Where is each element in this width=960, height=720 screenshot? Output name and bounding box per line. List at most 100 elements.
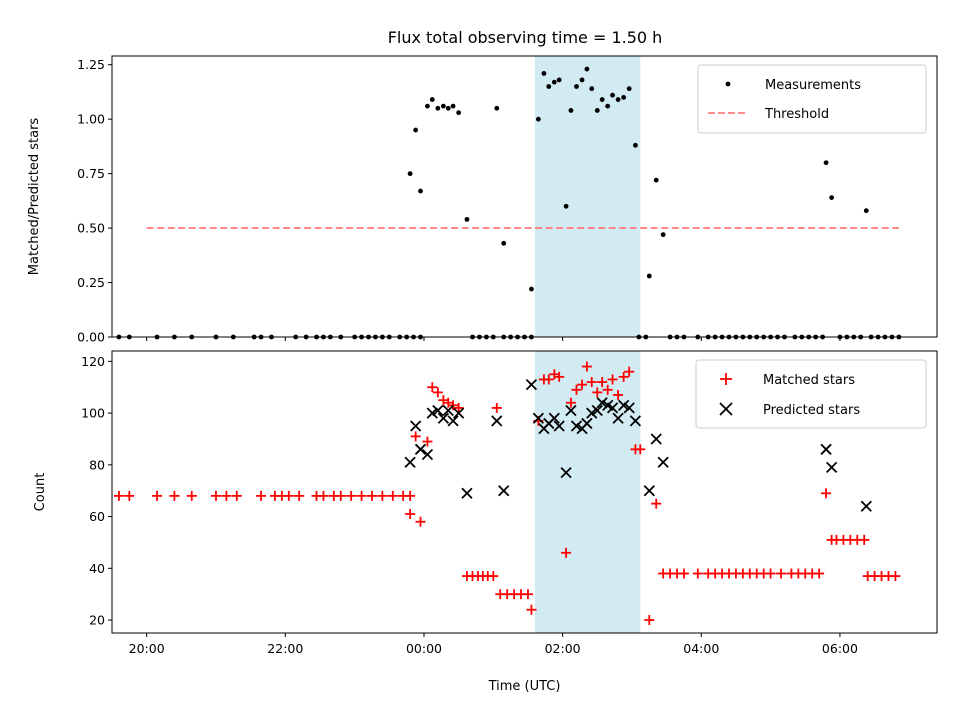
matched-star-point [581,361,592,372]
predicted-star-point [560,466,572,479]
predicted-x-b [623,402,635,414]
measurement-point [529,286,534,292]
measurement-point [579,77,585,83]
matched-star-point [565,397,576,408]
predicted-star-point [442,404,454,417]
ratio-panel: 0.00 0.25 0.50 0.75 1.00 1.25 Matched/Predict… [27,55,938,345]
predicted-x-b [643,485,655,497]
predicted-star-point [596,397,608,409]
predicted-star-point [432,404,444,417]
matched-star-point [821,488,832,499]
matched-star-point [765,568,776,579]
predicted-x-b [581,417,593,430]
matched-star-point [335,490,346,501]
predicted-star-point [532,412,545,424]
predicted-star-point [426,407,438,419]
measurement-point [464,216,470,222]
count-plot-frame [111,350,938,634]
measurement-point [494,105,500,111]
predicted-star-point [825,461,838,474]
measurement-point [556,77,562,83]
matched-star-point [124,490,135,501]
measurement-point [445,105,451,111]
predicted-star-point [643,485,655,497]
y-tick-label: 20 [89,613,105,628]
measurement-point [863,208,869,214]
y-tick-label: 1.25 [77,57,105,72]
matched-star-point [586,377,597,388]
matched-star-point [607,374,618,385]
matched-star-point [356,490,367,501]
predicted-x-b [404,456,416,468]
matched-star-point [488,571,499,582]
y-tick-label: 1.00 [77,112,105,127]
predicted-x-b [591,404,603,417]
y-tick-label: 0.75 [77,166,105,181]
matched-star-point [597,377,608,388]
x-tick-label: 02:00 [545,641,581,656]
matched-star-point [366,490,377,501]
predicted-star-point [629,415,642,427]
matched-star-point [624,366,635,377]
shaded-span-top [534,56,641,337]
predicted-x-b [629,415,642,427]
x-tick-label: 22:00 [267,641,303,656]
predicted-star-point [548,412,560,424]
predicted-star-point [623,402,635,414]
x-axis-label: Time (UTC) [488,679,561,694]
predicted-star-point [581,417,593,430]
measurement-point [435,105,441,111]
predicted-star-point [565,404,577,417]
measurement-point [660,232,666,238]
count-x-ticks: 20:00 22:00 00:00 02:00 04:00 06:00 [129,633,858,656]
predicted-x-b [432,404,444,417]
matched-star-point [256,490,267,501]
predicted-star-point [860,500,872,512]
predicted-star-point [447,415,459,427]
legend-label-measurements: Measurements [765,78,861,93]
matched-star-point [543,374,554,385]
ratio-legend: Measurements Threshold [697,64,927,134]
predicted-x-b [820,443,832,455]
measurement-point [568,108,574,113]
measurement-point [621,94,627,100]
ratio-plot-frame [111,55,938,338]
matched-star-point [231,490,242,501]
predicted-x-b [596,397,608,409]
matched-star-point [635,444,646,455]
measurement-point [541,71,547,76]
matched-star-point [415,516,426,527]
predicted-x-b [602,399,614,411]
predicted-star-point [570,420,583,432]
matched-star-point [814,568,825,579]
matched-star-point [318,490,329,501]
matched-star-point [294,490,305,501]
x-tick-label: 06:00 [822,641,858,656]
matched-star-point [613,389,624,400]
matched-star-point [526,604,537,615]
predicted-x-b [657,456,669,468]
matched-star-point [618,371,629,382]
measurement-point [610,92,615,98]
y-tick-label: 0.00 [77,330,105,345]
matched-star-point [405,490,416,501]
predicted-star-point [414,443,427,455]
predicted-star-point [586,407,598,419]
measurement-point [599,97,605,102]
measurement-point [418,188,423,194]
measurement-point [551,79,557,85]
matched-star-point [678,568,689,579]
count-y-ticks: 20 40 60 80 100 120 [81,354,112,628]
matched-star-point [571,384,582,395]
predicted-x-b [586,407,598,419]
predicted-x-b [442,404,454,417]
matched-star-point [377,490,388,501]
predicted-star-point [612,412,624,424]
x-tick-label: 20:00 [129,641,165,656]
count-panel: 20 40 60 80 100 120 20:00 22:00 00:00 02:00 04:00… [33,350,938,694]
legend-marker-measurements [725,81,731,87]
predicted-star-point [606,402,619,414]
legend-marker-matched [720,373,732,385]
predicted-star-point [591,404,603,417]
